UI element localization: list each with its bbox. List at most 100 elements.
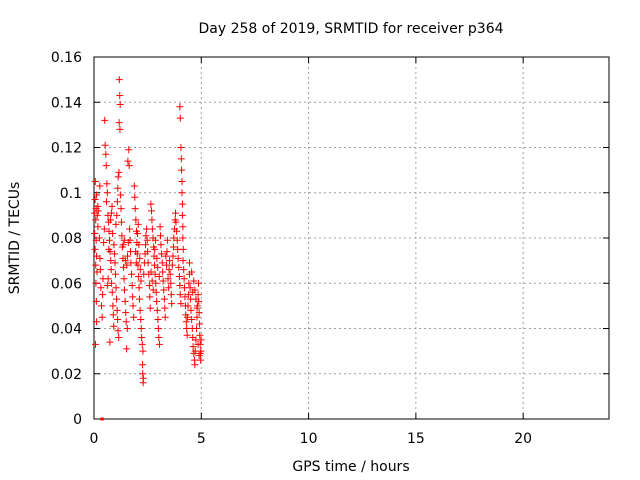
data-point <box>94 207 102 215</box>
y-tick-label: 0.06 <box>51 276 82 292</box>
data-point <box>131 193 139 201</box>
data-point <box>111 259 119 267</box>
data-point <box>112 284 120 292</box>
data-point <box>197 347 205 355</box>
data-point <box>138 334 146 342</box>
data-point <box>154 315 162 323</box>
data-point <box>195 279 203 287</box>
data-point <box>155 272 163 280</box>
data-point <box>172 209 180 217</box>
data-point <box>152 236 160 244</box>
data-point <box>115 119 123 127</box>
data-point <box>153 254 161 262</box>
x-tick-label: 10 <box>300 431 318 447</box>
data-point <box>123 345 131 353</box>
data-point <box>123 261 131 269</box>
data-point <box>101 141 109 149</box>
data-point <box>105 236 113 244</box>
data-point <box>128 282 136 290</box>
data-point <box>110 322 118 330</box>
data-point <box>103 282 111 290</box>
data-point <box>180 266 188 274</box>
data-point <box>160 286 168 294</box>
data-point <box>155 334 163 342</box>
data-point <box>178 166 186 174</box>
y-tick-label: 0.08 <box>51 231 82 247</box>
axis-ticks: 0 0.02 0.04 0.06 0.08 0.1 0.12 0.14 0.16 0 5 10 15 20 <box>51 50 609 447</box>
data-point <box>179 234 187 242</box>
data-point <box>135 295 143 303</box>
data-point <box>158 250 166 258</box>
data-point <box>123 252 131 260</box>
data-point <box>148 225 156 233</box>
data-point <box>172 218 180 226</box>
y-tick-label: 0.16 <box>51 50 82 66</box>
data-point <box>169 252 177 260</box>
data-point <box>108 288 116 296</box>
data-point <box>138 340 146 348</box>
data-point <box>124 157 132 165</box>
data-point <box>197 356 205 364</box>
data-point <box>178 189 186 197</box>
data-point <box>164 275 172 283</box>
data-point <box>101 116 109 124</box>
data-point <box>196 331 204 339</box>
data-point <box>129 302 137 310</box>
data-point <box>120 275 128 283</box>
data-point <box>116 91 124 99</box>
data-point <box>145 282 153 290</box>
data-point <box>178 211 186 219</box>
data-point <box>114 173 122 181</box>
data-point <box>195 352 203 360</box>
data-point <box>135 284 143 292</box>
data-point <box>129 293 137 301</box>
data-point <box>114 184 122 192</box>
data-point <box>98 313 106 321</box>
data-point <box>132 248 140 256</box>
data-point <box>91 245 99 253</box>
data-point <box>115 334 123 342</box>
data-point <box>96 182 104 190</box>
data-point <box>117 218 125 226</box>
data-point <box>108 279 116 287</box>
data-point <box>130 182 138 190</box>
data-point <box>177 155 185 163</box>
data-point <box>126 236 134 244</box>
data-point <box>125 162 133 170</box>
y-axis-label: SRMTID / TECUs <box>7 182 23 295</box>
x-axis-label: GPS time / hours <box>292 459 409 475</box>
data-point <box>147 200 155 208</box>
data-point <box>139 347 147 355</box>
data-point <box>154 263 162 271</box>
data-point <box>115 168 123 176</box>
data-point <box>126 225 134 233</box>
data-point <box>111 250 119 258</box>
data-point <box>184 302 192 310</box>
data-point <box>162 252 170 260</box>
data-point <box>104 275 112 283</box>
data-point <box>191 361 199 369</box>
data-point <box>107 266 115 274</box>
data-point <box>160 295 168 303</box>
data-point <box>91 229 99 237</box>
data-point <box>91 196 99 204</box>
data-point <box>191 286 199 294</box>
data-point <box>173 236 181 244</box>
data-point <box>98 302 106 310</box>
data-point <box>102 162 110 170</box>
data-point <box>185 259 193 267</box>
data-point <box>143 236 151 244</box>
data-point <box>132 216 140 224</box>
data-point <box>95 234 103 242</box>
data-point <box>179 245 187 253</box>
data-point <box>156 223 164 231</box>
data-point <box>107 257 115 265</box>
data-point <box>93 191 101 199</box>
data-point <box>184 313 192 321</box>
data-point <box>193 313 201 321</box>
data-point <box>182 318 190 326</box>
data-point <box>188 315 196 323</box>
data-point <box>179 223 187 231</box>
data-point <box>109 311 117 319</box>
